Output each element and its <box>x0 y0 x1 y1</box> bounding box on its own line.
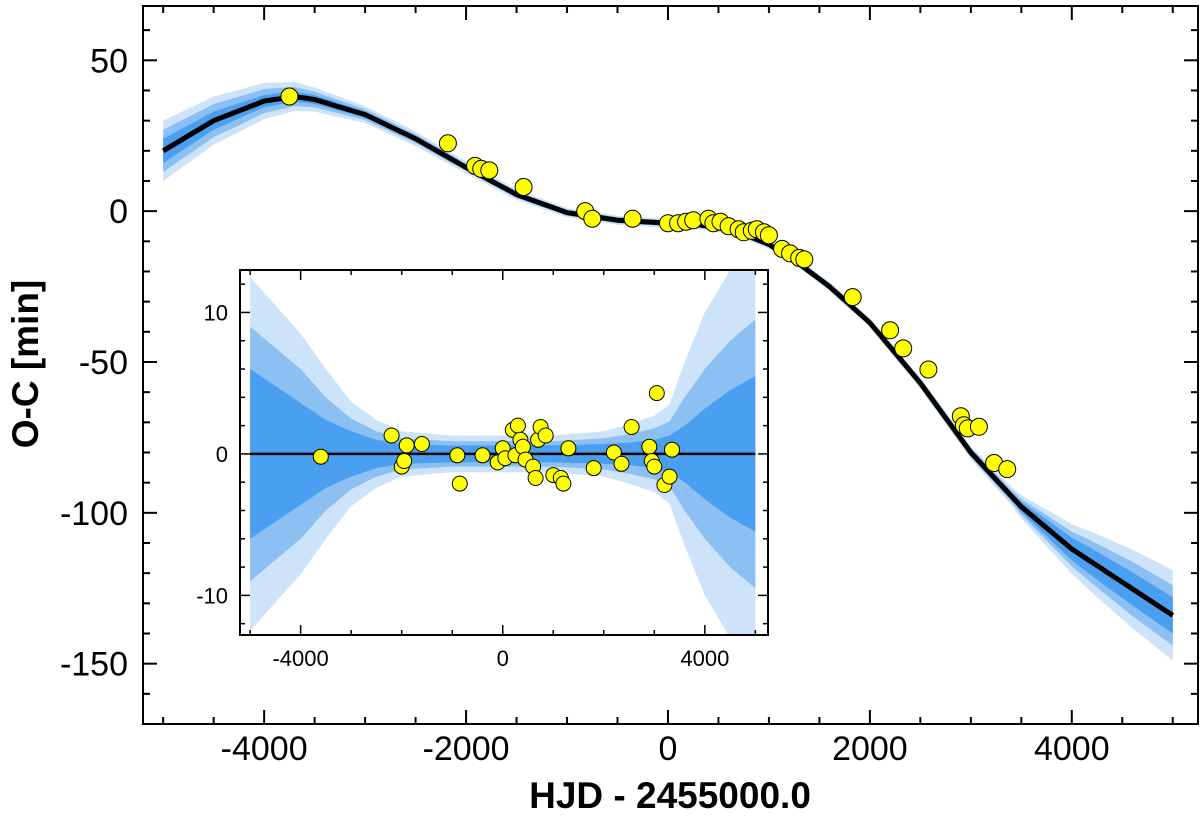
inset-y-tick-label: 0 <box>216 442 228 467</box>
main-data-point <box>759 226 778 245</box>
inset-y-tick-label: -10 <box>196 583 228 608</box>
main-data-point <box>795 250 814 269</box>
inset-data-point <box>474 447 491 464</box>
y-tick-label: -100 <box>60 495 128 533</box>
inset-data-point <box>661 468 678 485</box>
x-tick-label: -4000 <box>221 730 308 768</box>
main-data-point <box>514 178 533 196</box>
inset-data-point <box>383 427 400 444</box>
main-data-point <box>998 460 1017 479</box>
main-data-point <box>480 161 499 180</box>
main-data-point <box>881 321 900 340</box>
inset-plot-frame <box>239 269 769 636</box>
inset-data-point <box>555 475 572 492</box>
inset-data-point <box>413 436 430 452</box>
main-data-point <box>280 87 299 106</box>
y-tick-label: -50 <box>79 344 128 382</box>
inset-data-point <box>664 441 680 458</box>
inset-data-point <box>312 448 329 465</box>
inset-tick-labels: -4000 0 4000 10 0 -10 <box>196 300 729 671</box>
inset-x-tick-label: -4000 <box>272 646 328 671</box>
inset-data-point <box>451 475 468 492</box>
inset-panel: -4000 0 4000 10 0 -10 <box>196 269 769 671</box>
inset-data-point <box>623 419 640 435</box>
inset-data-point <box>648 385 665 402</box>
inset-data-point <box>509 417 526 434</box>
inset-data-point <box>527 470 544 486</box>
y-tick-label: 50 <box>90 42 128 80</box>
x-tick-label: 0 <box>659 730 678 768</box>
inset-data-points <box>312 385 680 493</box>
inset-data-point <box>641 438 658 455</box>
inset-x-tick-label: 4000 <box>680 646 729 671</box>
inset-data-point <box>646 458 663 475</box>
y-axis-title: O-C [min] <box>5 280 46 449</box>
main-data-point <box>919 360 938 379</box>
inset-data-point <box>398 437 415 454</box>
main-data-points <box>280 87 1017 479</box>
main-data-point <box>623 209 642 228</box>
main-data-point <box>894 339 913 358</box>
main-axis-ticks <box>143 6 1198 724</box>
inset-data-point <box>537 427 554 444</box>
inset-data-point <box>605 444 622 461</box>
inset-data-point <box>449 447 466 464</box>
y-tick-label: 0 <box>109 193 128 231</box>
y-tick-label: -150 <box>60 646 128 684</box>
main-data-point <box>583 209 602 228</box>
inset-data-point <box>396 453 413 469</box>
inset-data-point <box>585 460 602 477</box>
x-axis-title: HJD - 2455000.0 <box>529 775 811 816</box>
x-tick-label: 4000 <box>1034 730 1110 768</box>
main-data-point <box>684 211 703 230</box>
main-data-point <box>843 288 862 307</box>
inset-x-tick-label: 0 <box>497 646 509 671</box>
x-tick-label: -2000 <box>423 730 510 768</box>
x-tick-label: 2000 <box>832 730 908 768</box>
inset-data-point <box>613 455 630 472</box>
main-data-point <box>969 417 988 436</box>
main-data-point <box>438 134 457 153</box>
inset-y-tick-label: 10 <box>204 300 228 325</box>
main-plot-frame <box>142 5 1199 725</box>
inset-data-point <box>560 440 577 457</box>
